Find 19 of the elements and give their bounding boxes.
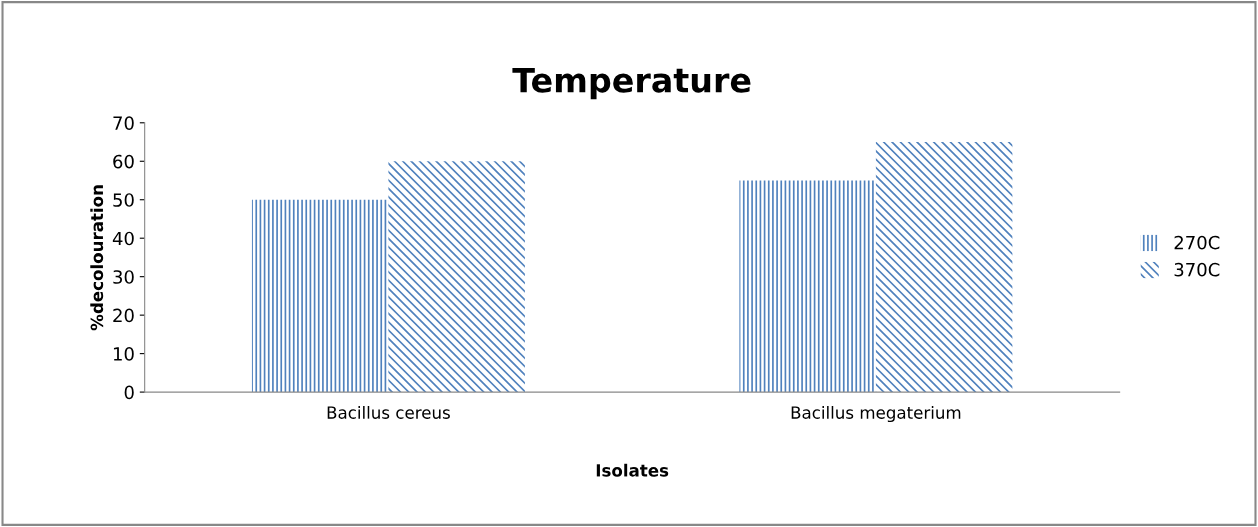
y-tick-label: 60 <box>113 154 134 169</box>
y-tick-label: 40 <box>112 231 134 246</box>
y-tick-label: 0 <box>124 385 134 400</box>
y-tick-label: 70 <box>113 116 134 130</box>
y-tick-label: 50 <box>113 193 134 207</box>
y-tick-label: 20 <box>113 308 134 323</box>
x-axis-title: Isolates <box>596 463 669 477</box>
bar <box>875 142 1013 393</box>
y-tick-label: 30 <box>113 270 134 284</box>
x-tick-label: Bacillus cereus <box>327 405 450 419</box>
legend-label: 370C <box>1174 262 1220 277</box>
bar <box>388 161 525 393</box>
bar <box>251 199 389 393</box>
bar <box>739 180 876 393</box>
x-tick-label: Bacillus megaterium <box>791 405 961 423</box>
y-tick-label: 10 <box>113 347 134 361</box>
y-axis-title: %decolouration <box>90 185 104 331</box>
chart-title: Temperature <box>512 67 751 100</box>
legend-label: 270C <box>1174 235 1220 250</box>
